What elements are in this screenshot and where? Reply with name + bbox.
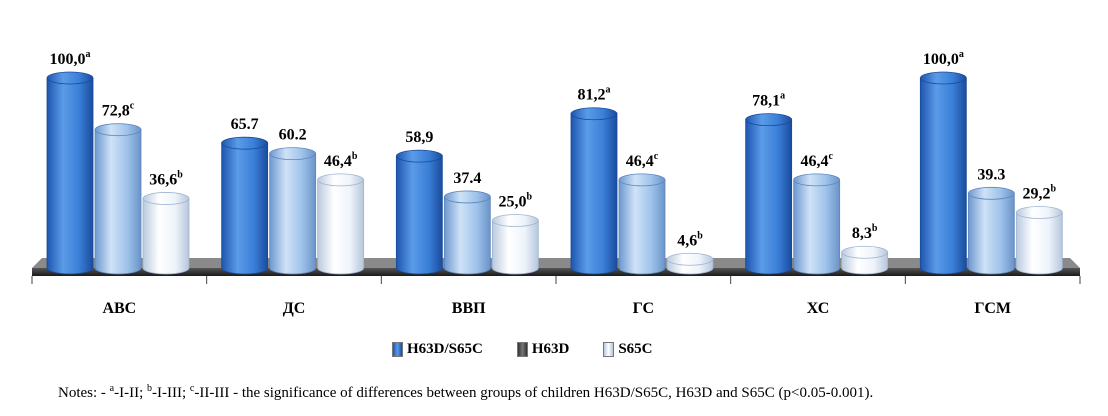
notes-sup-c: c: [189, 383, 195, 394]
data-label: 4,6b: [677, 230, 703, 249]
legend-swatch: [392, 342, 403, 357]
x-tick-label: ХС: [807, 300, 830, 317]
bar: [269, 147, 317, 275]
legend-label: S65C: [618, 341, 653, 357]
legend-item-s65c: S65C: [603, 341, 653, 358]
bar: [142, 192, 190, 275]
data-label: 25,0b: [499, 192, 533, 211]
x-tick-label: АВС: [102, 300, 136, 317]
bar: [967, 186, 1015, 275]
x-tick-label: ДС: [283, 300, 306, 317]
data-label: 81,2a: [578, 85, 611, 104]
legend-item-h63d: H63D: [516, 341, 570, 358]
data-label: 46,4b: [324, 151, 358, 170]
legend-label: H63D/S65C: [407, 341, 483, 357]
data-label: 58,9: [405, 129, 433, 146]
x-tick-label: ВВП: [452, 300, 486, 317]
legend: H63D/S65C H63D S65C: [392, 341, 653, 358]
bar: [618, 173, 666, 275]
notes-prefix: Notes: -: [58, 385, 110, 401]
notes-text-1: -I-II;: [114, 385, 148, 401]
data-label: 65.7: [231, 116, 259, 133]
bar: [919, 71, 967, 275]
bar: [46, 71, 94, 275]
bar: [395, 149, 443, 275]
bar: [491, 214, 539, 275]
notes-text-2: -I-III;: [152, 385, 190, 401]
data-label: 29,2b: [1023, 184, 1057, 203]
data-label: 36,6b: [149, 169, 183, 188]
legend-swatch: [516, 342, 528, 357]
data-label: 46,4c: [626, 151, 659, 170]
bar: [94, 123, 142, 275]
bar: [570, 107, 618, 275]
floor-front: [32, 268, 1080, 276]
data-label: 78,1a: [752, 91, 785, 110]
data-label: 60.2: [279, 127, 307, 144]
bar: [841, 245, 889, 275]
notes-text-3: -II-III - the significance of difference…: [194, 385, 874, 401]
bar: [1015, 206, 1063, 275]
bar: [745, 113, 793, 275]
data-label: 8,3b: [852, 223, 878, 242]
data-label: 39.3: [977, 166, 1005, 183]
x-tick-label: ГС: [633, 300, 655, 317]
bar-chart: АВС 100,0a 72,8c 36,6b ДС 65.7 60.2 46,4b ВВП 58,…: [31, 49, 1081, 317]
data-label: 46,4c: [800, 151, 833, 170]
data-label: 37.4: [453, 170, 481, 187]
bar: [666, 252, 714, 275]
legend-label: H63D: [531, 341, 570, 357]
data-label: 100,0a: [50, 49, 91, 68]
x-tick-label: ГСМ: [974, 300, 1011, 317]
legend-item-h63d-s65c: H63D/S65C: [392, 341, 483, 358]
data-label: 72,8c: [102, 101, 135, 120]
bar: [317, 173, 365, 275]
chart-notes: Notes: - a-I-II; b-I-III; c-II-III - the…: [58, 383, 873, 402]
bar: [793, 173, 841, 275]
legend-swatch: [603, 342, 615, 357]
bar: [221, 136, 269, 275]
notes-sup-b: b: [147, 383, 153, 394]
notes-sup-a: a: [109, 383, 115, 394]
data-label: 100,0a: [923, 49, 964, 68]
bar: [443, 190, 491, 275]
